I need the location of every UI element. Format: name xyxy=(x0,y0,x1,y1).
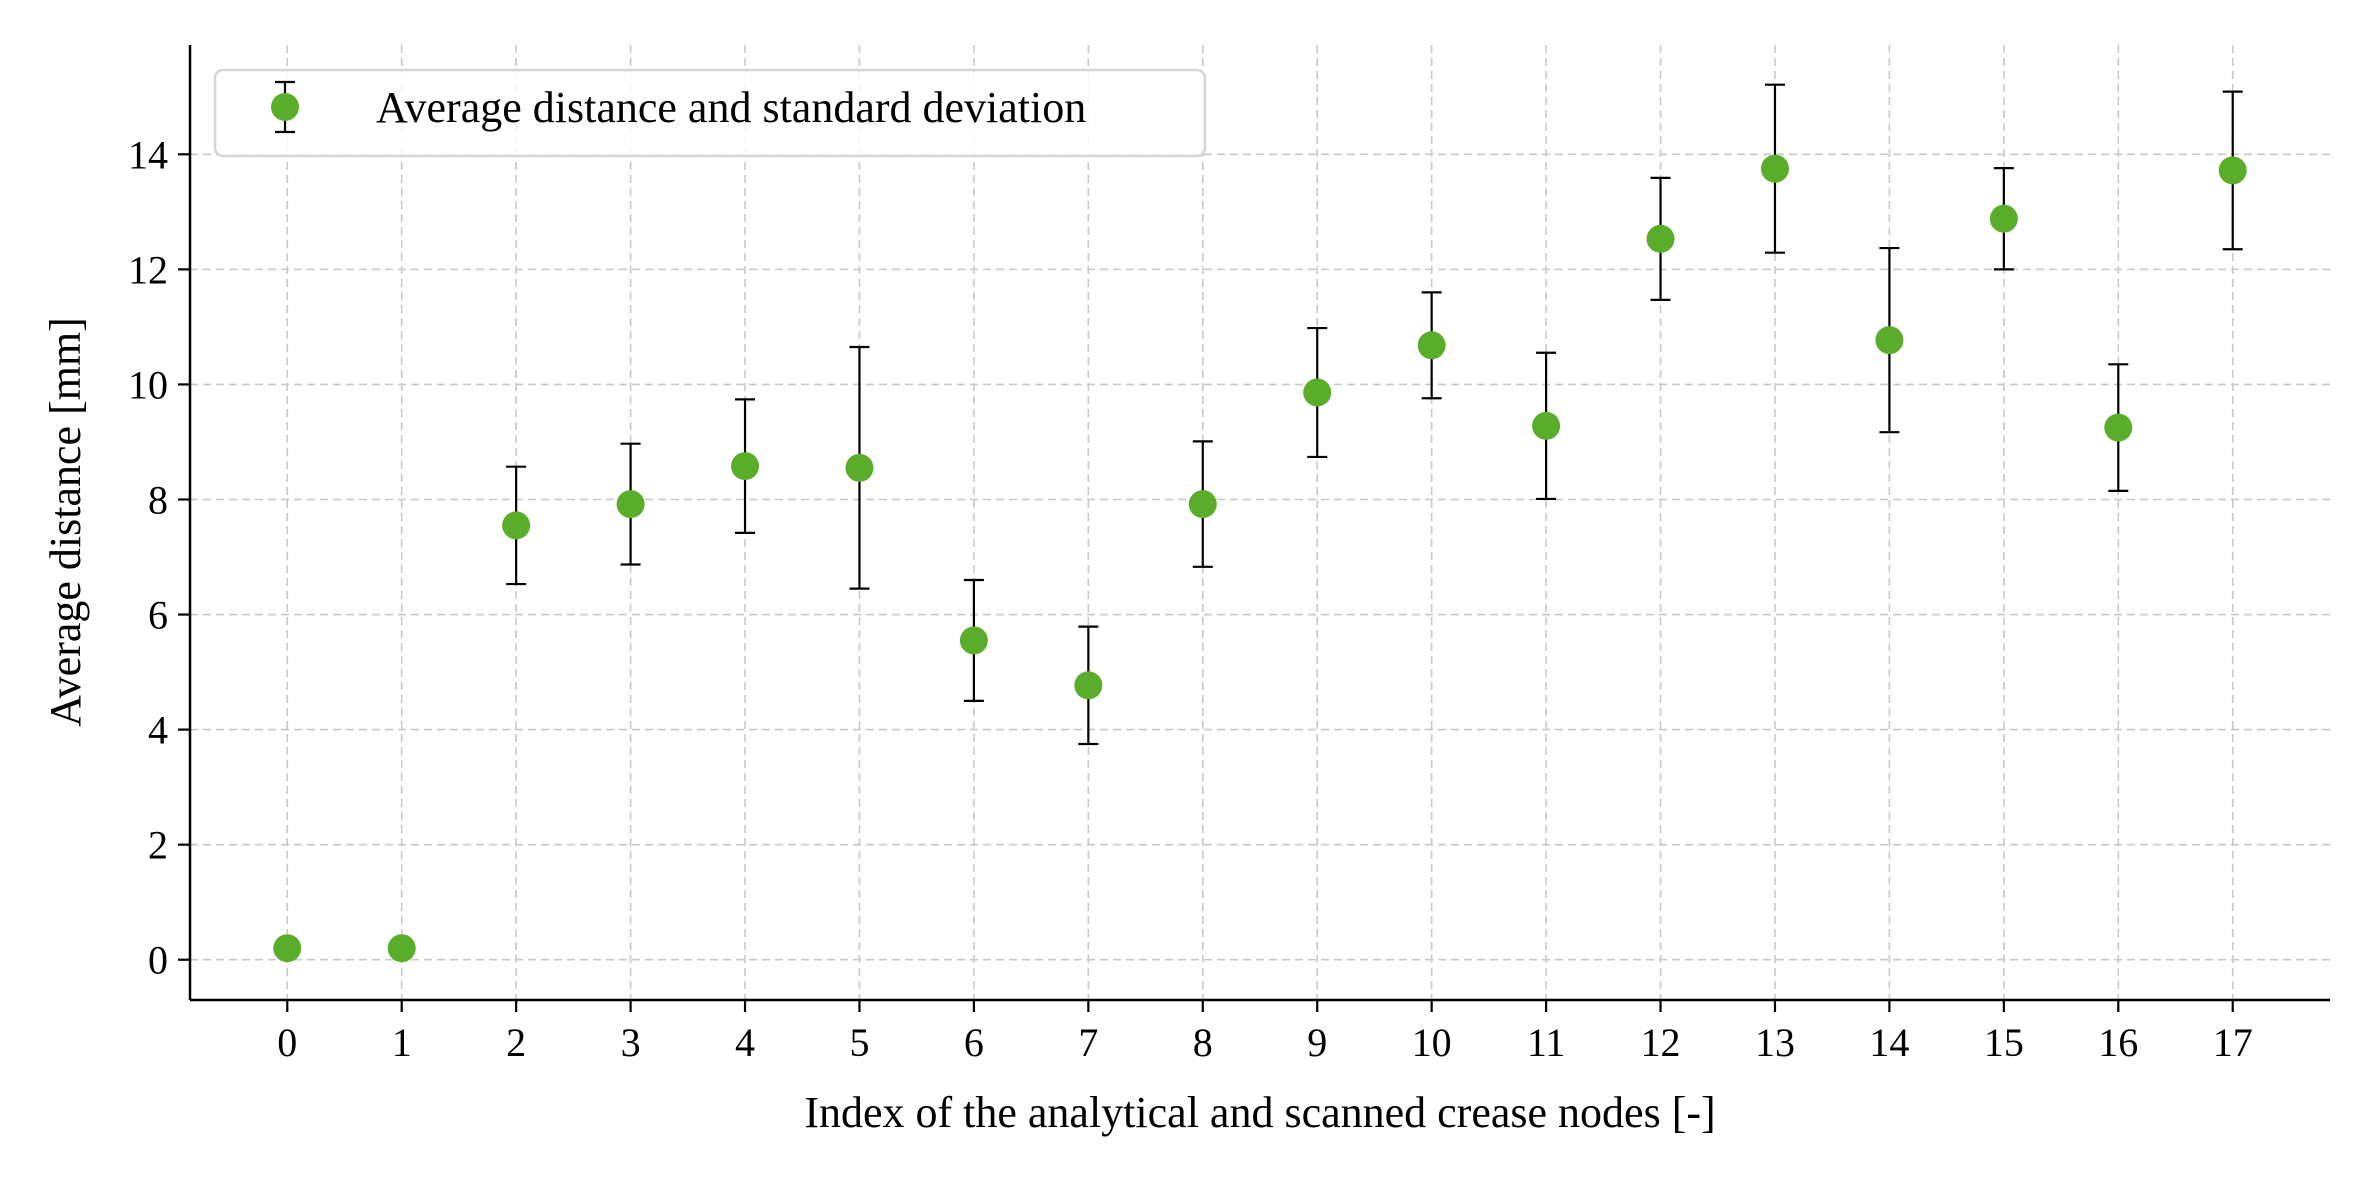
data-point-13 xyxy=(1760,154,1789,183)
x-tick-label: 15 xyxy=(1984,1020,2024,1065)
axes-spines xyxy=(188,45,2330,1002)
data-point-12 xyxy=(1646,224,1675,253)
legend-frame xyxy=(213,68,1207,158)
data-point-4 xyxy=(731,452,760,481)
data-point-14 xyxy=(1875,326,1904,355)
data-point-3 xyxy=(616,490,645,519)
x-tick-label: 1 xyxy=(392,1020,412,1065)
x-tick-label: 16 xyxy=(2098,1020,2138,1065)
x-axis-label: Index of the analytical and scanned crea… xyxy=(804,1088,1715,1137)
x-tick-label: 10 xyxy=(1412,1020,1452,1065)
data-point-5 xyxy=(845,453,874,482)
x-tick-label: 6 xyxy=(964,1020,984,1065)
data-point-10 xyxy=(1417,331,1446,360)
y-tick-label: 4 xyxy=(148,708,168,753)
data-point-17 xyxy=(2218,156,2247,185)
data-point-0 xyxy=(273,934,302,963)
x-tick-label: 8 xyxy=(1193,1020,1213,1065)
y-tick-label: 10 xyxy=(128,362,168,407)
data-point-15 xyxy=(1989,204,2018,233)
x-tick-label: 12 xyxy=(1641,1020,1681,1065)
data-point-8 xyxy=(1188,490,1217,519)
x-tick-label: 11 xyxy=(1527,1020,1566,1065)
y-tick-label: 0 xyxy=(148,938,168,983)
y-axis-label: Average distance [mm] xyxy=(41,317,90,727)
y-tick-label: 14 xyxy=(128,132,168,177)
data-point-9 xyxy=(1303,378,1332,407)
x-tick-label: 17 xyxy=(2213,1020,2253,1065)
x-tick-label: 2 xyxy=(506,1020,526,1065)
y-tick-label: 2 xyxy=(148,823,168,868)
y-tick-label: 6 xyxy=(148,593,168,638)
x-tick-label: 14 xyxy=(1869,1020,1909,1065)
data-series xyxy=(273,83,2247,963)
data-point-11 xyxy=(1532,411,1561,440)
x-tick-label: 13 xyxy=(1755,1020,1795,1065)
legend-marker xyxy=(271,93,299,121)
x-tick-label: 7 xyxy=(1078,1020,1098,1065)
x-tick-label: 3 xyxy=(621,1020,641,1065)
y-tick-label: 8 xyxy=(148,477,168,522)
data-point-1 xyxy=(387,934,416,963)
data-point-6 xyxy=(959,626,988,655)
data-point-2 xyxy=(502,511,531,540)
data-point-7 xyxy=(1074,671,1103,700)
legend: Average distance and standard deviation xyxy=(213,68,1207,158)
x-tick-label: 9 xyxy=(1307,1020,1327,1065)
x-tick-label: 4 xyxy=(735,1020,755,1065)
x-tick-label: 0 xyxy=(277,1020,297,1065)
x-tick-label: 5 xyxy=(849,1020,869,1065)
y-tick-label: 12 xyxy=(128,247,168,292)
data-point-16 xyxy=(2104,413,2133,442)
legend-label: Average distance and standard deviation xyxy=(376,83,1086,132)
